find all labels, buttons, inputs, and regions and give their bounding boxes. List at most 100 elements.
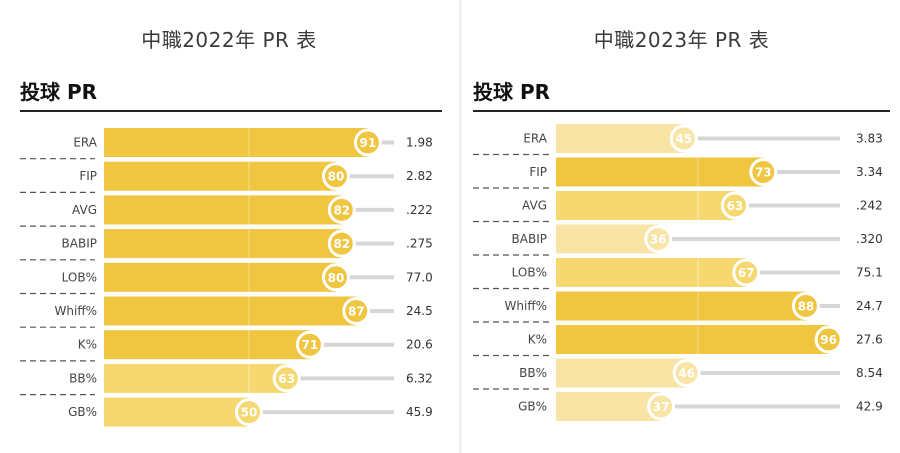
metric-label: AVG [522,199,547,213]
pr-badge [647,392,676,421]
pr-badge [732,258,761,287]
stat-value: 8.54 [856,366,883,380]
pr-badge [669,124,698,153]
panel-divider [459,0,462,453]
pr-bar [556,157,764,187]
pr-badge [749,158,778,186]
pr-badge-value: 37 [653,400,670,414]
metric-row: BB% 63 6.32 [20,360,433,393]
pr-bar [104,229,342,259]
pr-badge-value: 87 [348,305,365,319]
pr-badge-value: 82 [333,237,350,251]
metric-label: BABIP [62,237,97,251]
pr-bar [104,397,249,427]
metric-row: Whiff% 88 24.7 [473,287,883,321]
metric-row: FIP 73 3.34 [473,153,883,187]
pr-badge [720,191,749,220]
stat-value: 3.83 [856,132,883,146]
pr-bar [556,358,687,388]
pr-bar [104,330,310,360]
stat-value: 27.6 [856,333,883,347]
metric-label: Whiff% [55,304,97,318]
pr-badge [644,225,673,253]
pr-bar [104,195,342,225]
pr-bar [104,161,336,191]
stat-value: 3.34 [856,165,883,179]
section-rule [473,110,890,112]
stat-value: .222 [406,203,433,217]
panel-2022: 中職2022年 PR 表 投球 PR ERA 91 1.98 FIP 80 2.82 AVG… [20,28,442,427]
pr-bar [104,262,336,292]
stat-value: 42.9 [856,400,883,414]
pr-badge [791,292,820,320]
stat-value: .242 [856,199,883,213]
section-title: 投球 PR [20,80,98,104]
stat-value: 75.1 [856,266,883,280]
metric-row: AVG 63 .242 [473,187,883,220]
stat-value: 24.5 [406,304,433,318]
panel-2023: 中職2023年 PR 表 投球 PR ERA 45 3.83 FIP 73 3.34 AVG… [463,0,900,453]
pr-bar [556,392,662,421]
metric-label: Whiff% [505,299,547,313]
metric-row: LOB% 67 75.1 [473,254,883,287]
pr-badge-value: 63 [727,199,744,213]
pr-bar [104,363,287,393]
pr-bar [556,191,735,220]
metric-label: BABIP [512,232,547,246]
stat-value: 20.6 [406,338,433,352]
metric-label: BB% [69,371,97,385]
pr-badge [342,297,371,325]
metric-label: FIP [79,169,97,183]
metric-label: FIP [529,165,547,179]
pr-badge [235,398,263,427]
section-title: 投球 PR [473,80,551,104]
pr-chart-2023: ERA 45 3.83 FIP 73 3.34 AVG 63 .242 BABIP 36 .320 LO… [473,124,883,421]
metric-label: BB% [519,366,547,380]
pr-badge [272,364,301,393]
metric-row: K% 71 20.6 [20,326,433,360]
pr-bar [556,291,806,321]
pr-badge-value: 36 [650,233,667,247]
pr-badge-value: 67 [738,266,755,280]
metric-label: AVG [72,203,97,217]
pr-badge-value: 80 [328,170,345,184]
pr-badge-value: 96 [820,333,837,347]
metric-label: GB% [68,405,97,419]
metric-row: LOB% 80 77.0 [20,259,433,292]
metric-row: BB% 46 8.54 [473,354,883,388]
pr-badge-value: 73 [755,166,772,180]
metric-row: BABIP 36 .320 [473,220,883,254]
stat-value: .320 [856,232,883,246]
stat-value: 1.98 [406,136,433,150]
pr-badge [322,162,350,191]
pr-bar [104,128,368,157]
pr-badge-value: 50 [241,406,258,420]
pr-bar [556,224,659,254]
metric-row: AVG 82 .222 [20,191,433,225]
pr-badge [327,195,356,224]
metric-row: GB% 37 42.9 [473,388,883,421]
metric-row: BABIP 82 .275 [20,225,433,259]
stat-value: .275 [406,237,433,251]
pr-badge [295,330,324,359]
metric-label: LOB% [512,266,547,280]
pr-badge-value: 71 [302,338,319,352]
pr-badge-value: 63 [278,372,295,386]
stat-value: 24.7 [856,299,883,313]
pr-badge [322,263,350,292]
pr-badge-value: 46 [678,367,695,381]
metric-label: GB% [518,400,547,414]
metric-label: K% [528,333,547,347]
pr-badge-value: 82 [333,203,350,217]
metric-label: LOB% [62,270,97,284]
metric-row: GB% 50 45.9 [20,394,433,427]
pr-bar [104,296,357,326]
pr-badge [814,325,843,354]
section-rule [20,110,442,112]
metric-label: K% [78,338,97,352]
metric-row: Whiff% 87 24.5 [20,292,433,326]
metric-row: ERA 91 1.98 [73,128,433,157]
metric-row: FIP 80 2.82 [20,158,433,191]
metric-row: ERA 45 3.83 [523,124,883,153]
